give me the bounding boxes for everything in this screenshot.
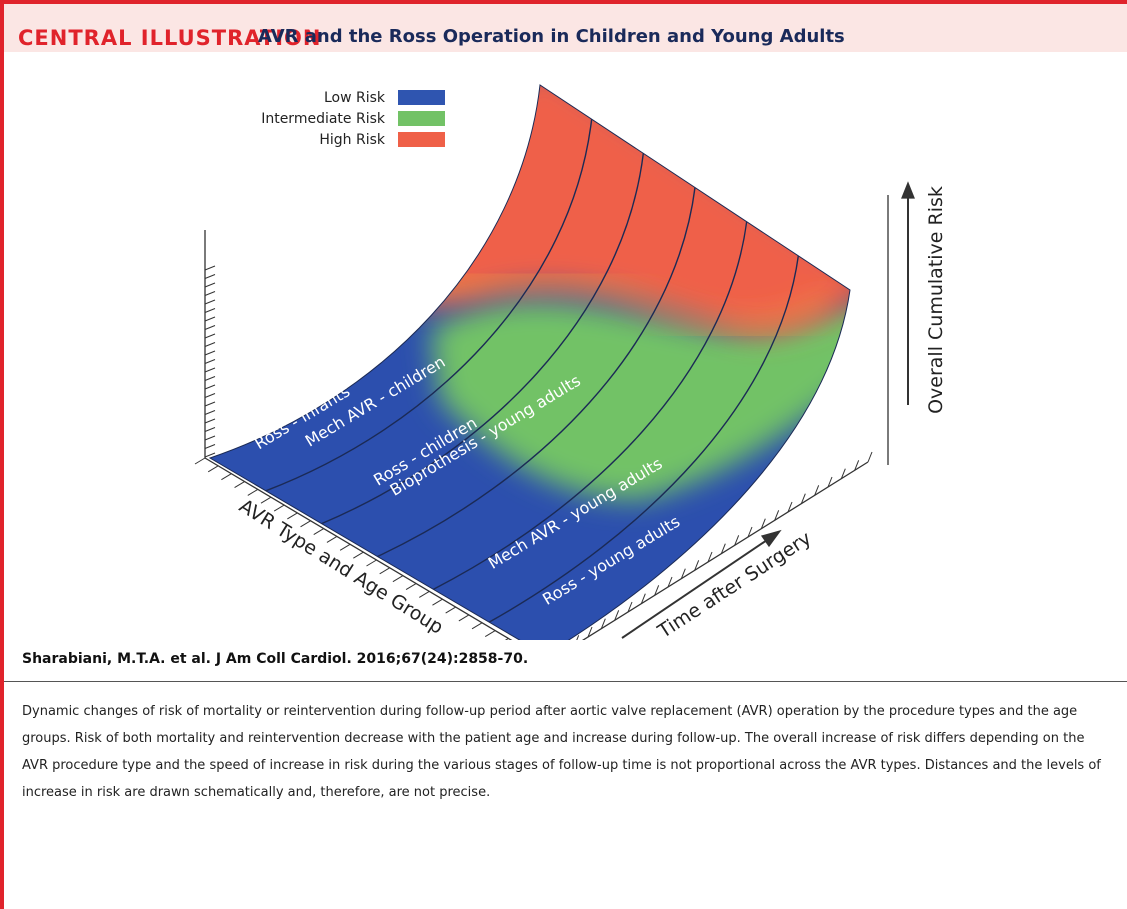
tick [205, 317, 215, 321]
tick [205, 266, 215, 270]
tick [380, 568, 390, 574]
tick [205, 275, 215, 279]
legend-swatch [398, 90, 445, 105]
tick [287, 513, 297, 519]
tick [221, 474, 231, 480]
tick [367, 560, 377, 566]
legend-swatch [398, 111, 445, 126]
tick [485, 631, 495, 637]
tick [261, 497, 271, 503]
tick [205, 283, 215, 287]
tick [274, 505, 284, 511]
legend-label: Intermediate Risk [261, 111, 386, 127]
tick [205, 428, 215, 432]
tick [208, 466, 218, 472]
tick [205, 411, 215, 415]
tick [327, 536, 337, 542]
tick [235, 482, 245, 488]
tick [205, 334, 215, 338]
tick [406, 584, 416, 590]
tick [205, 343, 215, 347]
tick [205, 436, 215, 440]
legend-label: High Risk [319, 132, 386, 148]
legend-swatch [398, 132, 445, 147]
tick [205, 419, 215, 423]
tick [472, 623, 482, 629]
axis-label: Overall Cumulative Risk [925, 186, 947, 414]
tick [205, 360, 215, 364]
tick [205, 292, 215, 296]
divider [4, 681, 1127, 682]
page: CENTRAL ILLUSTRATION AVR and the Ross Op… [0, 0, 1127, 909]
tick [205, 402, 215, 406]
caption: Dynamic changes of risk of mortality or … [22, 698, 1102, 806]
tick [205, 300, 215, 304]
tick [195, 458, 205, 464]
tick [205, 326, 215, 330]
tick [419, 591, 429, 597]
tick [301, 521, 311, 527]
tick [868, 452, 872, 462]
tick [205, 351, 215, 355]
illustration: Low Risk Intermediate Risk High Risk [0, 0, 1127, 640]
tick [205, 309, 215, 313]
tick [248, 489, 258, 495]
tick [205, 368, 215, 372]
tick [314, 529, 324, 535]
tick [205, 377, 215, 381]
legend-label: Low Risk [324, 90, 386, 106]
legend: Low Risk Intermediate Risk High Risk [261, 90, 445, 148]
tick [498, 638, 508, 640]
tick [353, 552, 363, 558]
tick [340, 544, 350, 550]
tick [205, 394, 215, 398]
tick [459, 615, 469, 621]
tick [446, 607, 456, 613]
arrow-head [902, 183, 914, 198]
tick [205, 385, 215, 389]
tick [205, 445, 215, 449]
citation: Sharabiani, M.T.A. et al. J Am Coll Card… [22, 651, 528, 667]
tick [432, 599, 442, 605]
tick [393, 576, 403, 582]
